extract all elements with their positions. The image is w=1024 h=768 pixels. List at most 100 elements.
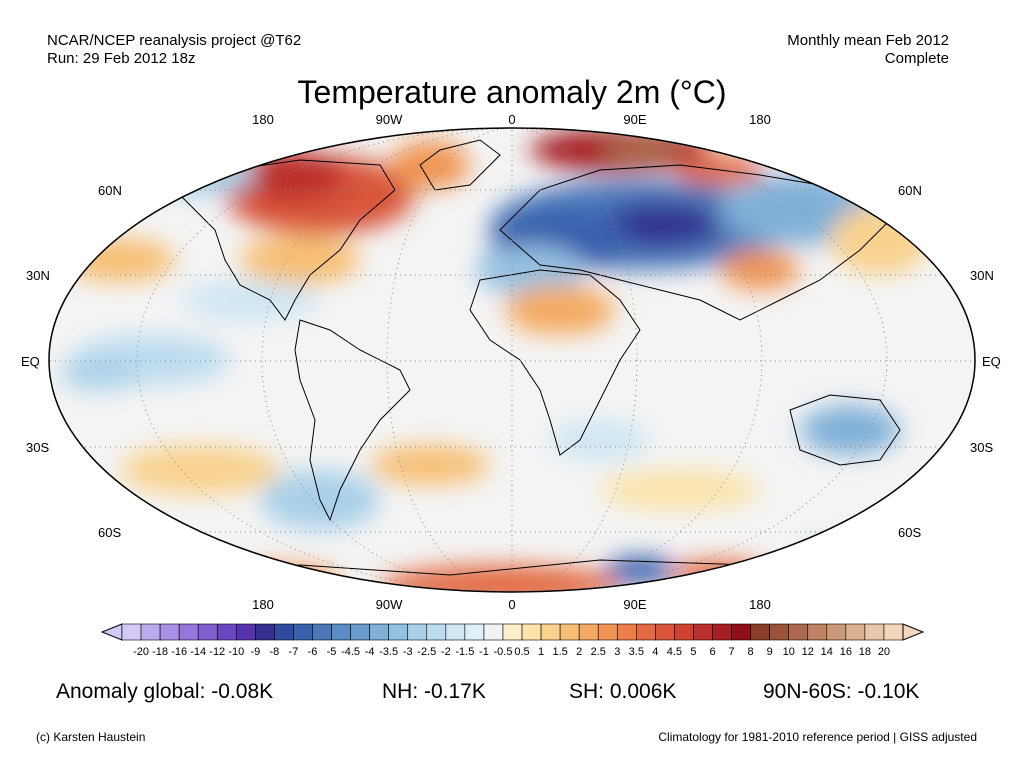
colorbar-swatch [521,623,542,641]
lon-label-bottom-180e: 180 [749,597,771,612]
header-period: Monthly mean Feb 2012 [787,32,949,49]
lon-label-bottom-90w: 90W [375,597,403,612]
colorbar-swatch [883,623,904,641]
graticule [49,128,975,592]
colorbar-tick-label: -10 [228,646,245,658]
colorbar-tick-label: -12 [209,646,226,658]
colorbar-swatch [159,623,180,641]
lat-label-right-30s: 30S [970,440,994,455]
colorbar-max-arrow [902,623,925,641]
colorbar-swatch [426,623,447,641]
map-border [48,127,976,593]
header-run: Run: 29 Feb 2012 18z [47,50,196,67]
colorbar-tick-label: -1.5 [455,646,475,658]
lat-label-left-30s: 30S [26,440,50,455]
colorbar-swatch [388,623,409,641]
anomaly-global: Anomaly global: -0.08K [56,680,274,703]
colorbar-tick-label: 3.5 [628,646,644,658]
colorbar-swatch [826,623,847,641]
anomaly-field [60,128,930,592]
colorbar-swatch [483,623,504,641]
colorbar-swatch [121,623,142,641]
colorbar-tick-label: -9 [250,646,261,658]
colorbar-tick-label: 4.5 [666,646,683,658]
colorbar-tick-label: 1 [538,646,545,658]
colorbar-tick-label: 2.5 [590,646,606,658]
colorbar-tick-label: 6 [709,646,716,658]
header-status: Complete [884,50,949,67]
colorbar-swatch [616,623,637,641]
colorbar-swatch [578,623,599,641]
colorbar-swatch [750,623,770,641]
colorbar-swatch [807,623,828,641]
colorbar-tick-label: 16 [839,646,852,658]
colorbar-swatch [274,623,294,641]
colorbar-tick-label: 12 [801,646,814,658]
colorbar-swatch [235,623,256,641]
colorbar-swatch [369,623,389,641]
colorbar-tick-label: -20 [133,646,149,658]
colorbar-tick-label: -6 [307,646,318,658]
colorbar-tick-label: -3.5 [379,646,399,658]
lat-label-right-30n: 30N [970,268,994,283]
colorbar-tick-label: 1.5 [552,646,568,658]
colorbar-tick-label: 3 [614,646,621,658]
colorbar-swatch [845,623,866,641]
colorbar-swatch [540,623,561,641]
colorbar-swatch [559,623,580,641]
colorbar-tick-label: -18 [152,646,169,658]
lon-label-bottom-0: 0 [508,597,516,612]
colorbar-tick-label: -3 [402,646,413,658]
colorbar-swatch [197,623,218,641]
colorbar-swatch [255,623,275,641]
colorbar-min-arrow [100,623,123,641]
colorbar-swatch [293,623,313,641]
lon-label-top-0: 0 [508,112,516,127]
colorbar-tick-label: -16 [171,646,188,658]
colorbar-swatch [597,623,618,641]
anomaly-arctic: 90N-60S: -0.10K [763,680,920,703]
colorbar-tick-label: 18 [858,646,872,658]
header-source: NCAR/NCEP reanalysis project @T62 [47,32,302,49]
colorbar-swatch [140,623,161,641]
colorbar-swatch [502,623,523,641]
colorbar-tick-label: 10 [782,646,795,658]
colorbar-swatch [331,623,351,641]
lon-label-bottom-180w: 180 [252,597,274,612]
lon-label-top-180e: 180 [749,112,771,127]
colorbar-tick-label: -5 [326,646,337,658]
colorbar-tick-label: -4.5 [341,646,361,658]
colorbar-swatch [216,623,237,641]
lat-label-left-30n: 30N [26,268,50,283]
colorbar-tick-label: -2 [440,646,451,658]
colorbar-swatch [712,623,732,641]
colorbar-tick-label: -4 [364,646,375,658]
lat-label-left-60s: 60S [98,525,122,540]
anomaly-nh: NH: -0.17K [382,680,486,703]
lon-label-top-90w: 90W [375,112,403,127]
colorbar-swatch [445,623,466,641]
lat-label-right-eq: EQ [982,354,1001,369]
colorbar-tick-label: -8 [269,646,280,658]
colorbar-tick-label: 14 [820,646,833,658]
colorbar-swatch [731,623,751,641]
colorbar-swatch [312,623,332,641]
colorbar-swatch [350,623,370,641]
colorbar-tick-label: 9 [766,646,773,658]
colorbar-swatch [655,623,675,641]
colorbar-tick-label: 8 [747,646,754,658]
colorbar-swatch [178,623,199,641]
colorbar-tick-label: 5 [690,646,697,658]
lon-label-top-90e: 90E [623,112,647,127]
colorbar-swatch [674,623,694,641]
colorbar-tick-label: -7 [288,646,299,658]
lat-label-right-60n: 60N [898,183,922,198]
lon-label-bottom-90e: 90E [623,597,647,612]
colorbar-tick-label: 4 [652,646,659,658]
colorbar-swatch [864,623,885,641]
colorbar-swatch [636,623,656,641]
colorbar-swatch [693,623,713,641]
climatology-note: Climatology for 1981-2010 reference peri… [658,730,977,744]
colorbar-swatch [788,623,809,641]
anomaly-sh: SH: 0.006K [569,680,677,703]
